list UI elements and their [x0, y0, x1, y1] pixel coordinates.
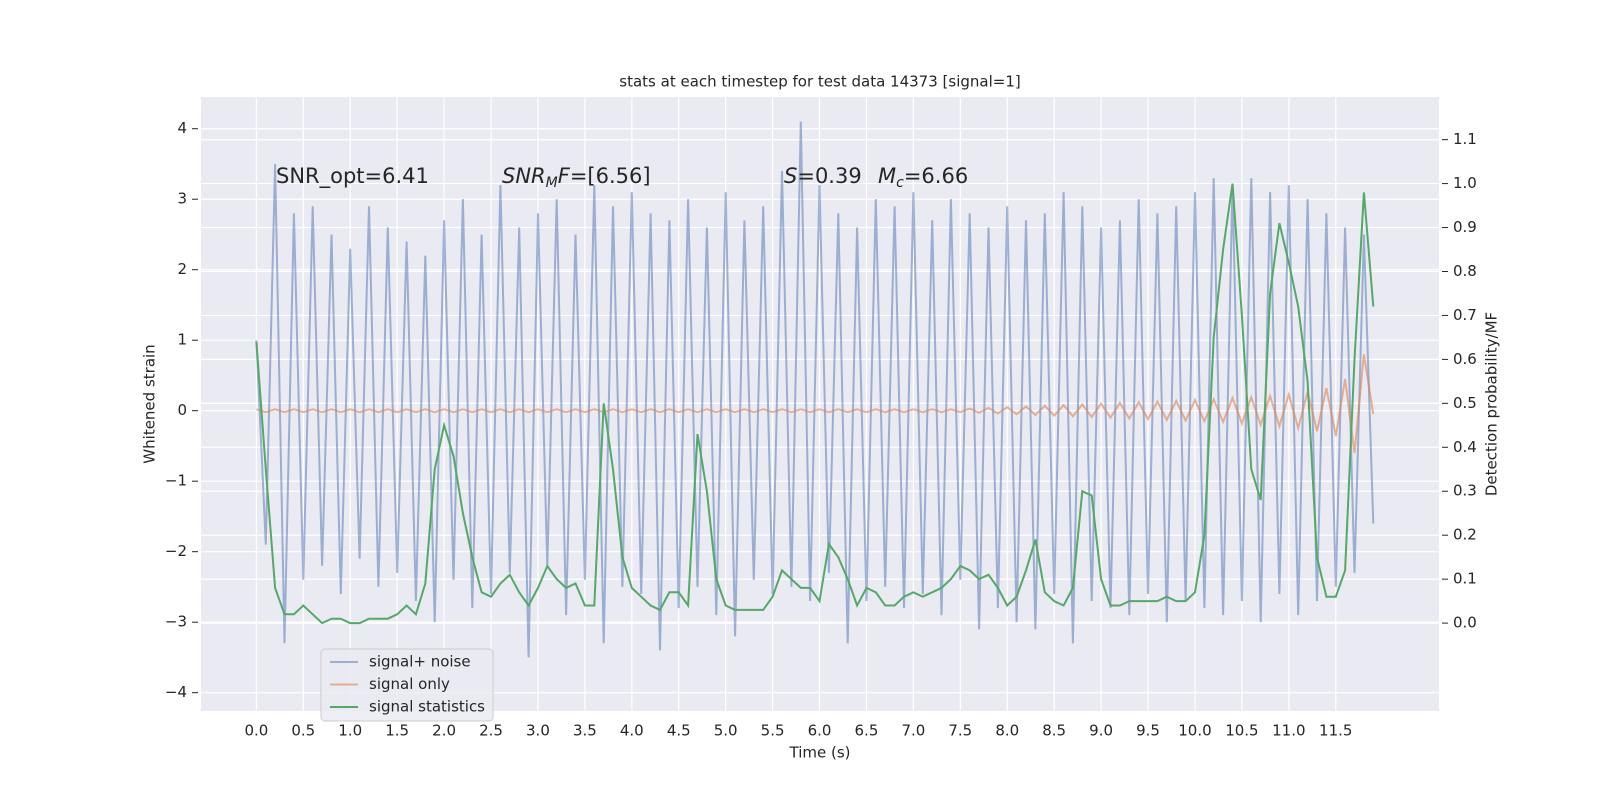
annotation-part: =0.39 — [797, 164, 861, 188]
annotation: SNR_opt=6.41 — [276, 164, 429, 189]
y2-tick-label: 0.1 — [1453, 570, 1477, 588]
x-tick-label: 10.5 — [1225, 722, 1258, 740]
y-tick-label: 2 — [177, 260, 187, 278]
x-tick-label: 9.0 — [1089, 722, 1113, 740]
annotation-part: S — [784, 164, 797, 188]
y2-tick-label: 1.1 — [1453, 130, 1477, 148]
y2-tick-label: 0.7 — [1453, 306, 1477, 324]
x-tick-label: 7.5 — [948, 722, 972, 740]
x-tick-label: 0.5 — [291, 722, 315, 740]
y-tick-label: 0 — [177, 401, 187, 419]
annotation-part: F — [558, 164, 571, 188]
series-line — [255, 183, 1375, 625]
legend-label: signal only — [369, 675, 450, 693]
x-tick-label: 1.5 — [385, 722, 409, 740]
y-tick-label: −1 — [165, 472, 187, 490]
series-line — [255, 121, 1375, 658]
annotation: S=0.39 — [784, 164, 862, 188]
y-tick-label: −2 — [165, 542, 187, 560]
y2-tick-label: 0.6 — [1453, 350, 1477, 368]
y2-axis-label: Detection probability/MF — [1483, 312, 1501, 496]
x-tick-label: 5.0 — [714, 722, 738, 740]
y-tick-label: 3 — [177, 190, 187, 208]
legend: signal+ noise signal only signal statistic… — [320, 648, 494, 722]
x-tick-label: 11.5 — [1319, 722, 1352, 740]
y2-tick-label: 0.5 — [1453, 394, 1477, 412]
y2-tick-label: 1.0 — [1453, 174, 1477, 192]
legend-box — [320, 648, 494, 722]
legend-label: signal+ noise — [369, 653, 471, 671]
y-tick-label: 1 — [177, 331, 187, 349]
x-tick-label: 2.5 — [479, 722, 503, 740]
x-tick-label: 2.0 — [432, 722, 456, 740]
y2-tick-label: 0.2 — [1453, 526, 1477, 544]
x-tick-label: 6.0 — [808, 722, 832, 740]
x-tick-label: 1.0 — [338, 722, 362, 740]
x-tick-label: 10.0 — [1178, 722, 1211, 740]
x-tick-label: 3.0 — [526, 722, 550, 740]
x-tick-label: 4.5 — [667, 722, 691, 740]
annotation-part: SNR — [502, 164, 546, 188]
x-tick-label: 0.0 — [244, 722, 268, 740]
x-tick-label: 8.0 — [995, 722, 1019, 740]
legend-label: signal statistics — [369, 698, 485, 716]
y2-tick-label: 0.8 — [1453, 262, 1477, 280]
y2-tick-label: 0.4 — [1453, 438, 1477, 456]
x-tick-label: 3.5 — [573, 722, 597, 740]
y2-tick-label: 0.9 — [1453, 218, 1477, 236]
annotation-part: M — [546, 175, 558, 191]
chart-title: stats at each timestep for test data 143… — [619, 73, 1020, 91]
annotation: Mc=6.66 — [878, 164, 968, 191]
annotation-part: =6.66 — [904, 164, 968, 188]
x-tick-label: 5.5 — [761, 722, 785, 740]
y-tick-label: −3 — [165, 613, 187, 631]
x-tick-label: 8.5 — [1042, 722, 1066, 740]
annotation-part: M — [878, 164, 896, 188]
x-tick-label: 9.5 — [1136, 722, 1160, 740]
annotation: SNRMF=[6.56] — [502, 164, 651, 191]
annotation-part: =[6.56] — [570, 164, 651, 188]
y-tick-label: −4 — [165, 683, 187, 701]
series-line — [256, 354, 1375, 454]
x-tick-label: 7.0 — [901, 722, 925, 740]
y2-tick-label: 0.0 — [1453, 614, 1477, 632]
y-tick-label: 4 — [177, 119, 187, 137]
annotation-part: c — [896, 175, 904, 191]
x-tick-label: 11.0 — [1272, 722, 1305, 740]
annotation-part: SNR_opt=6.41 — [276, 164, 429, 189]
x-tick-label: 6.5 — [855, 722, 879, 740]
y-axis-label: Whitened strain — [141, 344, 159, 463]
y2-tick-label: 0.3 — [1453, 482, 1477, 500]
x-axis-label: Time (s) — [789, 744, 851, 762]
x-tick-label: 4.0 — [620, 722, 644, 740]
